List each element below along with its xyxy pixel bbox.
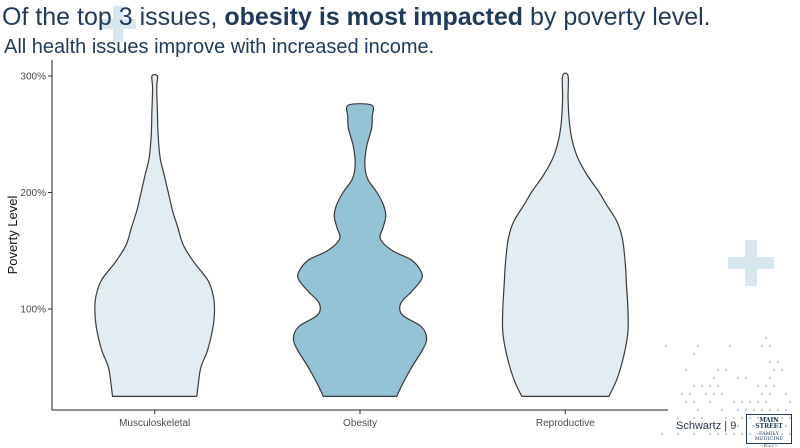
clinic-logo: MAIN STREET FAMILY MEDICINE ~PLLC~ xyxy=(746,414,792,444)
violin-musculoskeletal xyxy=(95,75,215,397)
logo-line-2: FAMILY MEDICINE xyxy=(747,432,791,442)
y-tick-label: 100% xyxy=(20,305,46,316)
logo-line-1: MAIN STREET xyxy=(747,418,791,430)
y-tick-label: 300% xyxy=(20,72,46,83)
logo-line-3: ~PLLC~ xyxy=(747,444,791,448)
y-axis-title: Poverty Level xyxy=(5,196,20,275)
violin-reproductive xyxy=(502,73,628,396)
x-tick-label: Obesity xyxy=(343,418,377,429)
violin-obesity xyxy=(293,104,426,397)
x-tick-label: Musculoskeletal xyxy=(119,418,190,429)
slide-footer: Schwartz | 9 xyxy=(676,420,736,432)
x-tick-label: Reproductive xyxy=(536,418,595,429)
y-tick-label: 200% xyxy=(20,188,46,199)
